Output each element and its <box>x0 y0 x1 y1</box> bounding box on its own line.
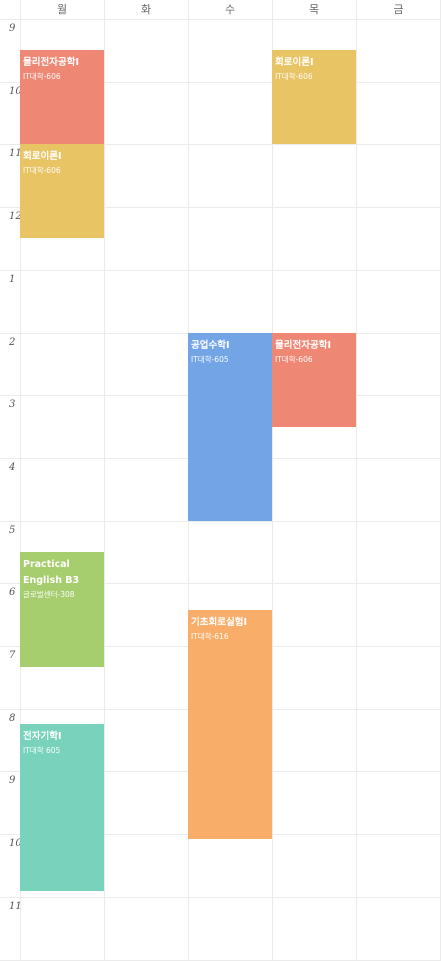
course-block[interactable]: 공업수학I IT대학-605 <box>188 333 272 521</box>
hour-label: 9 <box>9 23 16 34</box>
grid-row-line <box>0 19 441 20</box>
hour-label: 11 <box>9 901 22 912</box>
hour-label: 2 <box>9 337 16 348</box>
grid-row-line <box>0 144 441 145</box>
hour-label: 8 <box>9 713 16 724</box>
hour-label: 10 <box>9 86 22 97</box>
course-block[interactable]: 전자기학I IT대학 605 <box>20 724 104 891</box>
course-room: IT대학-606 <box>275 72 313 81</box>
grid-column-line <box>20 0 21 960</box>
course-title: Practical English B3 <box>23 559 80 586</box>
grid-row-line <box>0 521 441 522</box>
grid-column-line <box>104 0 105 960</box>
grid-column-line <box>356 0 357 960</box>
grid-row-line <box>0 82 441 83</box>
hour-label: 11 <box>9 148 22 159</box>
hour-label: 12 <box>9 211 22 222</box>
course-room: IT대학-605 <box>191 355 229 364</box>
course-room: IT대학 605 <box>23 746 61 755</box>
grid-column-line <box>272 0 273 960</box>
hour-label: 5 <box>9 525 16 536</box>
course-room: IT대학-606 <box>275 355 313 364</box>
day-header-0: 월 <box>56 3 68 16</box>
hour-label: 7 <box>9 650 16 661</box>
grid-row-line <box>0 270 441 271</box>
grid-row-line <box>0 583 441 584</box>
course-title: 회로이론I <box>275 57 314 68</box>
course-title: 물리전자공학I <box>23 57 79 68</box>
hour-label: 3 <box>9 399 16 410</box>
course-room: 글로벌센터-308 <box>23 590 75 599</box>
hour-label: 10 <box>9 838 22 849</box>
course-block[interactable]: Practical English B3 글로벌센터-308 <box>20 552 104 667</box>
day-header-4: 금 <box>393 3 404 16</box>
day-header-3: 목 <box>308 3 320 16</box>
day-header-2: 수 <box>224 3 236 16</box>
course-block[interactable]: 기초회로실험I IT대학-616 <box>188 610 272 839</box>
grid-row-line <box>0 207 441 208</box>
course-block[interactable]: 회로이론I IT대학-606 <box>272 50 356 144</box>
course-room: IT대학-606 <box>23 166 61 175</box>
hour-label: 4 <box>9 462 16 473</box>
day-header-1: 화 <box>140 3 152 16</box>
course-room: IT대학-616 <box>191 632 229 641</box>
course-title: 공업수학I <box>191 340 230 351</box>
grid-row-line <box>0 897 441 898</box>
hour-label: 1 <box>9 274 16 285</box>
course-block[interactable]: 물리전자공학I IT대학-606 <box>272 333 356 427</box>
hour-label: 9 <box>9 775 16 786</box>
course-title: 기초회로실험I <box>191 617 247 628</box>
course-title: 물리전자공학I <box>275 340 331 351</box>
course-block[interactable]: 물리전자공학I IT대학-606 <box>20 50 104 144</box>
hour-label: 6 <box>9 587 16 598</box>
course-block[interactable]: 회로이론I IT대학-606 <box>20 144 104 238</box>
course-room: IT대학-606 <box>23 72 61 81</box>
course-title: 전자기학I <box>23 731 62 742</box>
course-title: 회로이론I <box>23 151 62 162</box>
